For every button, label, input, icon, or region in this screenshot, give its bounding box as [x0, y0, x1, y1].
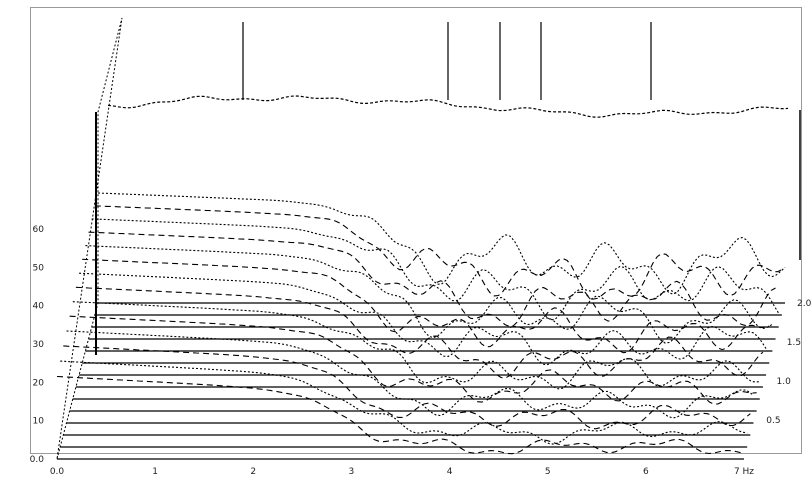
spectrum-curve [91, 218, 780, 321]
tick-label: 6 [643, 467, 649, 477]
tick-labels: 0.0 1 2 3 4 5 6 7 Hz 0.0 10 20 30 40 50 60 0.5 1.0 1.5 2.0… [30, 225, 811, 477]
tick-label: 5 [545, 467, 551, 477]
tick-label: 2.0 s [797, 299, 811, 309]
tick-label: 3 [349, 467, 355, 477]
left-side-wall [56, 17, 123, 460]
tick-label: 0.0 [50, 467, 65, 477]
tick-label: 1.0 [777, 377, 792, 387]
tick-label: 0.5 [766, 416, 780, 426]
tick-label: 1.5 [787, 338, 801, 348]
tick-label: 0.0 [30, 455, 45, 465]
tick-label: 50 [33, 263, 45, 273]
spectrum-curves [56, 22, 789, 455]
floor-lines [57, 302, 785, 460]
tick-label: 10 [33, 417, 45, 427]
spectrum-curve [66, 330, 754, 419]
spectrum-curve [75, 286, 764, 379]
tick-label: 7 Hz [734, 467, 754, 477]
spectrum-curve [97, 192, 786, 295]
spectrum-curve [72, 301, 760, 390]
side-walls [56, 17, 801, 460]
tick-label: 2 [250, 467, 256, 477]
tick-label: 4 [447, 467, 453, 477]
tick-label: 30 [33, 340, 45, 350]
tick-label: 40 [33, 302, 45, 312]
plot-border [30, 7, 802, 454]
spectrum-curve [82, 258, 770, 354]
spectrum-curve [60, 360, 748, 445]
spectrum-curve [63, 345, 751, 430]
spectrum-curve [56, 375, 745, 455]
tick-label: 60 [33, 225, 45, 235]
spectrum-curve [94, 205, 783, 300]
tick-label: 20 [33, 378, 45, 388]
spectrum-curve [85, 245, 773, 344]
spectrum-curve [79, 272, 767, 366]
tick-label: 1 [152, 467, 158, 477]
spectrum-curve [69, 315, 757, 405]
back-ridge [107, 95, 789, 118]
